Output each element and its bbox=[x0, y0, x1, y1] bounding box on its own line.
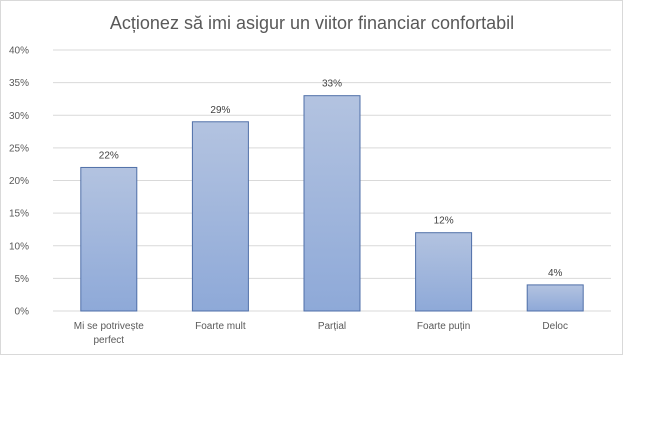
data-label: 29% bbox=[210, 105, 230, 116]
data-labels: 22% 29% 33% 12% 4% bbox=[99, 79, 563, 279]
y-tick-label: 25% bbox=[9, 143, 29, 154]
y-tick-label: 15% bbox=[9, 209, 29, 220]
data-label: 22% bbox=[99, 150, 119, 161]
y-tick-label: 10% bbox=[9, 241, 29, 252]
x-category-label: Foarte mult bbox=[195, 321, 246, 332]
y-tick-label: 20% bbox=[9, 176, 29, 187]
bar bbox=[415, 232, 473, 312]
bars bbox=[80, 95, 584, 312]
y-axis-ticks: 0% 5% 10% 15% 20% 25% 30% 35% 40% bbox=[9, 46, 29, 318]
chart-frame: Acționez să imi asigur un viitor financi… bbox=[0, 0, 623, 355]
x-category-label: Parțial bbox=[318, 321, 346, 332]
x-category-label: Mi se potrivește perfect bbox=[74, 321, 144, 346]
x-category-label: Foarte puțin bbox=[417, 321, 470, 332]
bar bbox=[526, 284, 584, 312]
y-tick-label: 5% bbox=[15, 274, 30, 285]
data-label: 33% bbox=[322, 79, 342, 90]
bar bbox=[191, 121, 249, 312]
chart-title: Acționez să imi asigur un viitor financi… bbox=[110, 13, 514, 33]
y-tick-label: 40% bbox=[9, 46, 29, 57]
bar bbox=[303, 95, 361, 312]
x-axis-categories: Mi se potrivește perfect Foarte mult Parția… bbox=[74, 321, 568, 346]
bar-chart: Acționez să imi asigur un viitor financi… bbox=[9, 13, 611, 346]
x-category-label: Deloc bbox=[542, 321, 568, 332]
y-tick-label: 35% bbox=[9, 78, 29, 89]
data-label: 4% bbox=[548, 268, 563, 279]
data-label: 12% bbox=[434, 216, 454, 227]
y-tick-label: 0% bbox=[15, 307, 30, 318]
y-tick-label: 30% bbox=[9, 111, 29, 122]
bar bbox=[80, 166, 138, 312]
